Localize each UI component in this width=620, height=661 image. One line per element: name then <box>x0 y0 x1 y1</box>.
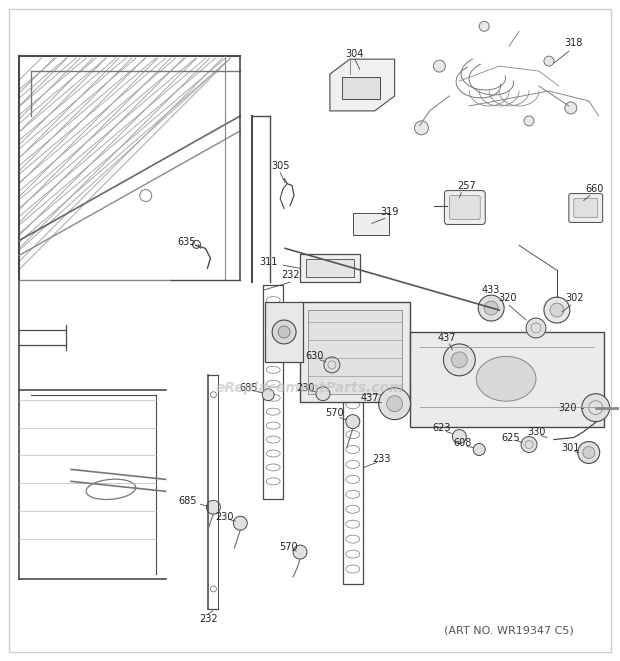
Text: 230: 230 <box>296 383 314 393</box>
FancyBboxPatch shape <box>450 196 480 219</box>
Circle shape <box>524 116 534 126</box>
Circle shape <box>210 392 216 398</box>
Text: 304: 304 <box>345 49 364 59</box>
Circle shape <box>479 21 489 31</box>
Circle shape <box>262 389 274 401</box>
Circle shape <box>443 344 476 376</box>
Text: (ART NO. WR19347 C5): (ART NO. WR19347 C5) <box>444 626 574 636</box>
Circle shape <box>415 121 428 135</box>
Text: 301: 301 <box>562 442 580 453</box>
Text: 623: 623 <box>432 422 451 432</box>
Text: 437: 437 <box>437 333 456 343</box>
Text: 319: 319 <box>381 208 399 217</box>
Text: 232: 232 <box>281 270 299 280</box>
Text: 305: 305 <box>271 161 290 171</box>
Circle shape <box>582 394 609 422</box>
Circle shape <box>210 586 216 592</box>
Text: 437: 437 <box>360 393 379 403</box>
Circle shape <box>578 442 600 463</box>
Text: 233: 233 <box>373 455 391 465</box>
Text: eReplacementParts.com: eReplacementParts.com <box>216 381 404 395</box>
Circle shape <box>346 414 360 428</box>
Text: 232: 232 <box>199 614 218 624</box>
Bar <box>410 332 604 426</box>
Text: 570: 570 <box>279 542 298 552</box>
Circle shape <box>316 387 330 401</box>
Text: 660: 660 <box>585 184 604 194</box>
Polygon shape <box>330 59 394 111</box>
Circle shape <box>233 516 247 530</box>
Text: 320: 320 <box>558 403 577 412</box>
Text: 685: 685 <box>178 496 197 506</box>
Circle shape <box>550 303 564 317</box>
Text: 625: 625 <box>502 432 520 443</box>
FancyBboxPatch shape <box>569 194 603 223</box>
Circle shape <box>544 297 570 323</box>
Bar <box>300 302 410 402</box>
Text: 608: 608 <box>453 438 471 447</box>
Circle shape <box>484 301 498 315</box>
Circle shape <box>544 56 554 66</box>
Circle shape <box>272 320 296 344</box>
Circle shape <box>206 500 220 514</box>
Text: 318: 318 <box>565 38 583 48</box>
Circle shape <box>324 357 340 373</box>
FancyBboxPatch shape <box>353 214 389 235</box>
Circle shape <box>478 295 504 321</box>
Circle shape <box>293 545 307 559</box>
Circle shape <box>387 396 402 412</box>
Bar <box>306 259 354 277</box>
Circle shape <box>526 318 546 338</box>
Circle shape <box>433 60 445 72</box>
Circle shape <box>453 430 466 444</box>
Circle shape <box>473 444 485 455</box>
Text: 433: 433 <box>482 285 500 295</box>
Bar <box>343 375 363 584</box>
Text: 630: 630 <box>306 351 324 361</box>
Bar <box>300 254 360 282</box>
FancyBboxPatch shape <box>445 190 485 225</box>
Text: 685: 685 <box>239 383 257 393</box>
Text: 570: 570 <box>326 408 344 418</box>
Circle shape <box>565 102 577 114</box>
Text: 302: 302 <box>565 293 584 303</box>
Bar <box>264 285 283 499</box>
Text: 330: 330 <box>528 426 546 436</box>
Circle shape <box>278 326 290 338</box>
Bar <box>308 310 402 394</box>
Ellipse shape <box>476 356 536 401</box>
Circle shape <box>451 352 467 368</box>
Bar <box>342 77 379 99</box>
Text: 230: 230 <box>215 512 234 522</box>
Text: 635: 635 <box>177 237 195 247</box>
FancyBboxPatch shape <box>574 198 598 217</box>
Circle shape <box>379 388 410 420</box>
Circle shape <box>583 447 595 459</box>
Text: 257: 257 <box>457 180 476 190</box>
Text: 311: 311 <box>260 257 278 267</box>
Text: 320: 320 <box>498 293 516 303</box>
Circle shape <box>521 436 537 453</box>
Bar <box>265 302 303 362</box>
